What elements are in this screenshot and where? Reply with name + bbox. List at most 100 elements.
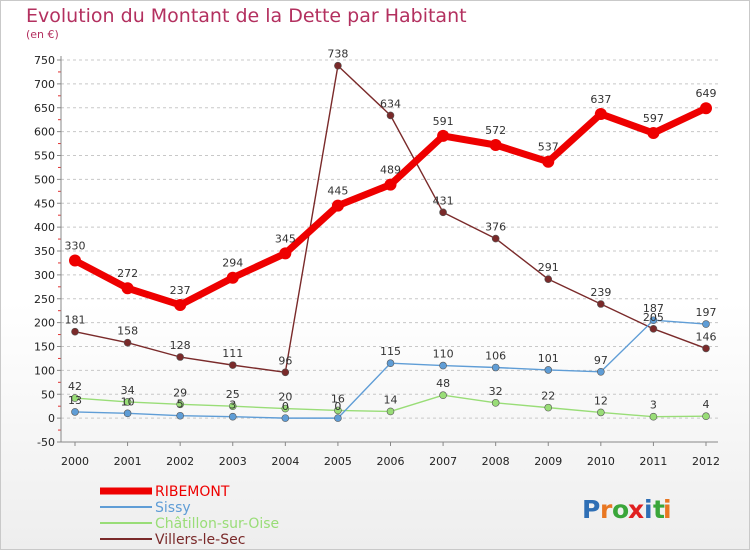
y-tick-label: 200	[34, 317, 55, 330]
y-tick-label: 0	[48, 412, 55, 425]
data-label: 738	[327, 48, 348, 61]
data-point	[334, 61, 342, 70]
data-point	[226, 271, 239, 284]
data-point	[491, 363, 500, 372]
data-point	[649, 316, 658, 325]
data-label: 181	[65, 314, 86, 327]
data-point	[71, 327, 79, 336]
data-point	[700, 102, 712, 115]
data-label: 12	[594, 394, 608, 407]
x-tick-label: 2002	[166, 455, 194, 468]
data-point	[174, 298, 187, 311]
data-point	[176, 400, 184, 409]
data-point	[334, 414, 342, 422]
logo-letter: x	[628, 495, 644, 524]
y-tick-label: 550	[34, 150, 55, 163]
data-point	[544, 366, 553, 374]
data-label: 591	[433, 115, 454, 128]
data-label: 48	[436, 377, 450, 390]
data-point	[647, 127, 660, 140]
y-tick-label: 750	[34, 54, 55, 67]
data-label: 637	[590, 93, 611, 106]
data-point	[228, 402, 237, 410]
x-tick-label: 2011	[639, 455, 667, 468]
data-label: 272	[117, 267, 138, 280]
data-label: 32	[489, 385, 503, 398]
data-label: 101	[538, 352, 559, 365]
data-point	[542, 155, 555, 168]
y-tick-label: 650	[34, 102, 55, 115]
x-axis-ticks: 2000 2001 2002 2003 2004 2005 2006 2007 2008 2009…	[61, 455, 720, 468]
y-tick-label: 150	[34, 341, 55, 354]
data-label: 294	[222, 257, 243, 270]
data-point	[121, 282, 134, 295]
legend-label: Villers-le-Sec	[155, 532, 245, 548]
legend-label: Châtillon-sur-Oise	[155, 516, 279, 532]
y-axis-ticks: -50 0 50 100 150 200 250 300 350 400 450 500 550 600 6…	[34, 54, 55, 449]
data-point	[228, 361, 237, 369]
legend: RIBEMONTSissyChâtillon-sur-OiseVillers-l…	[100, 484, 279, 548]
y-tick-label: 350	[34, 245, 55, 258]
data-point	[281, 404, 290, 413]
x-tick-label: 2006	[377, 455, 405, 468]
data-label: 96	[278, 354, 292, 367]
data-point	[597, 408, 605, 417]
data-label: 5	[177, 398, 184, 411]
data-label: 97	[594, 354, 608, 367]
data-point	[649, 325, 658, 333]
data-label: 3	[229, 399, 236, 412]
chart-subtitle: (en €)	[26, 28, 59, 41]
series-line	[73, 105, 708, 309]
y-tick-label: 700	[34, 78, 55, 91]
data-label: 239	[590, 286, 611, 299]
axes	[57, 56, 718, 446]
data-point	[702, 320, 710, 328]
data-label: 25	[226, 388, 240, 401]
data-point	[71, 394, 79, 402]
data-labels: 1811581281119673863443137629123920514642…	[65, 48, 717, 413]
data-point	[544, 275, 553, 283]
data-label: 110	[433, 348, 454, 361]
x-tick-label: 2010	[587, 455, 615, 468]
data-label: 34	[121, 384, 135, 397]
data-point	[439, 208, 447, 217]
data-point	[597, 368, 605, 376]
x-tick-label: 2000	[61, 455, 89, 468]
x-tick-label: 2004	[271, 455, 299, 468]
data-point	[702, 344, 710, 353]
data-point	[489, 138, 502, 151]
data-label: 0	[282, 400, 289, 413]
y-tick-label: 500	[34, 173, 55, 186]
data-label: 0	[334, 400, 341, 413]
data-label: 537	[538, 141, 559, 154]
data-label: 4	[703, 398, 710, 411]
y-tick-label: 400	[34, 221, 55, 234]
data-point	[123, 409, 132, 418]
data-point	[386, 111, 395, 120]
data-label: 291	[538, 261, 559, 274]
x-tick-label: 2008	[482, 455, 510, 468]
data-point	[491, 234, 500, 243]
data-label: 106	[485, 350, 506, 363]
data-point	[384, 178, 397, 191]
data-point	[281, 368, 290, 377]
data-point	[228, 412, 237, 421]
legend-label: RIBEMONT	[155, 484, 230, 500]
data-label: 128	[170, 339, 191, 352]
data-point	[123, 338, 132, 347]
data-label: 3	[650, 399, 657, 412]
data-label: 10	[121, 395, 135, 408]
data-point	[281, 414, 290, 422]
data-point	[334, 406, 342, 415]
logo-letter: r	[600, 495, 613, 524]
data-label: 649	[696, 87, 717, 100]
data-label: 20	[278, 391, 292, 404]
data-label: 431	[433, 194, 454, 207]
data-label: 111	[222, 347, 243, 360]
data-label: 572	[485, 124, 506, 137]
data-point	[594, 107, 607, 120]
data-label: 445	[327, 185, 348, 198]
y-tick-label: 300	[34, 269, 55, 282]
y-tick-label: 50	[41, 388, 55, 401]
